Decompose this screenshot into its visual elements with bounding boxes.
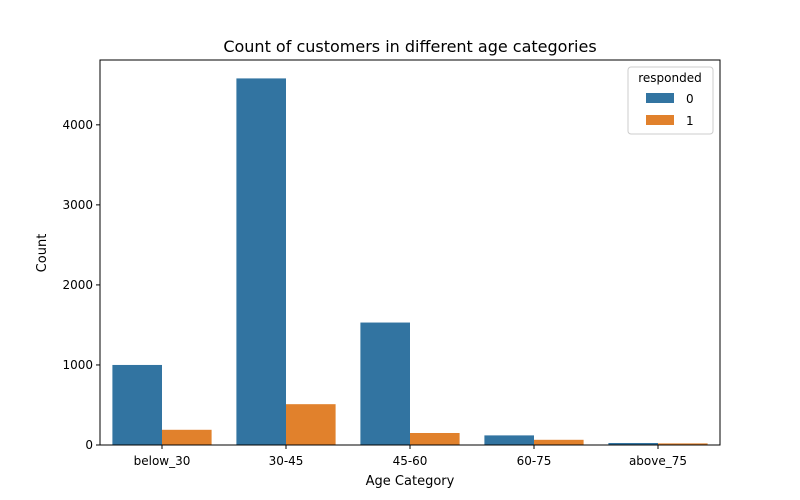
bar-45-60-responded-0 [360,322,410,445]
bar-above_75-responded-0 [608,442,658,445]
legend: responded 01 [627,66,714,135]
legend-swatch-0 [646,93,674,103]
x-tick-label: 30-45 [269,454,304,468]
x-axis-ticks: below_30 30-45 45-60 60-75 above_75 [134,445,687,468]
y-tick-label: 0 [85,438,93,452]
bar-30-45-responded-1 [286,404,336,445]
legend-label-0: 0 [686,92,694,106]
bar-30-45-responded-0 [236,78,286,446]
x-tick-label: above_75 [629,454,687,468]
y-tick-label: 3000 [62,198,93,212]
legend-items: 01 [646,92,694,128]
legend-swatch-1 [646,115,674,125]
y-tick-label: 1000 [62,358,93,372]
x-axis-label: Age Category [366,474,455,489]
y-tick-label: 2000 [62,278,93,292]
legend-label-1: 1 [686,114,694,128]
bar-60-75-responded-0 [484,435,534,445]
bar-above_75-responded-1 [658,443,708,445]
y-axis-label: Count [35,234,50,273]
x-tick-label: below_30 [134,454,191,468]
plot-frame [99,59,721,446]
bars-group [112,78,708,446]
bar-below_30-responded-0 [112,364,162,445]
chart-title: Count of customers in different age cate… [223,37,596,56]
legend-title: responded [638,71,702,85]
y-axis-ticks: 0 1000 2000 3000 4000 [62,118,100,452]
y-tick-label: 4000 [62,118,93,132]
bar-60-75-responded-1 [534,439,584,445]
bar-45-60-responded-1 [410,432,460,445]
bar-below_30-responded-1 [162,429,212,445]
x-tick-label: 60-75 [517,454,552,468]
x-tick-label: 45-60 [393,454,428,468]
